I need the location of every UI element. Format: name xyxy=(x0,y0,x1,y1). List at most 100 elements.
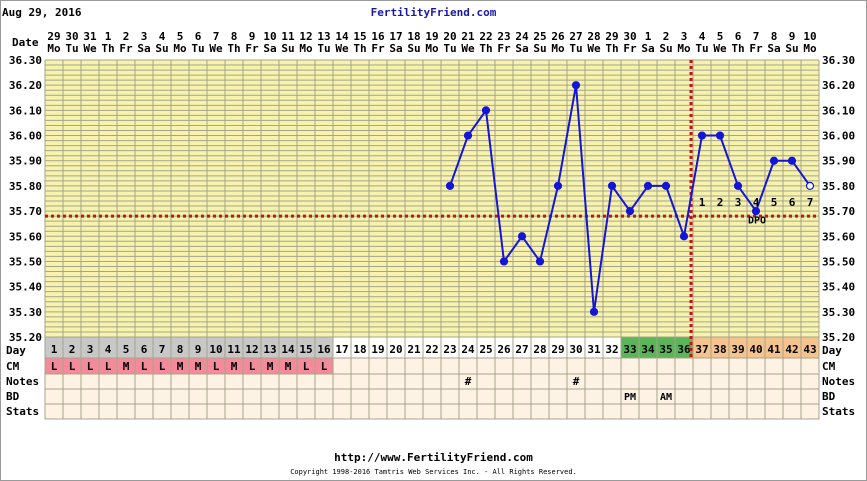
row-cell-notes xyxy=(656,373,676,390)
cycle-day-label: 11 xyxy=(227,343,241,356)
footer-url[interactable]: http://www.FertilityFriend.com xyxy=(334,451,533,464)
row-cell-notes xyxy=(98,373,118,390)
date-tick-label: 17 xyxy=(389,30,402,43)
cm-label: M xyxy=(123,360,130,373)
weekday-tick-label: Tu xyxy=(443,42,456,55)
row-cell-notes xyxy=(620,373,640,390)
row-cell-bd xyxy=(458,388,478,405)
date-tick-label: 9 xyxy=(249,30,256,43)
cycle-day-label: 33 xyxy=(623,343,636,356)
row-cell-notes xyxy=(602,373,622,390)
cycle-day-label: 14 xyxy=(281,343,295,356)
row-cell-notes xyxy=(116,373,136,390)
cycle-day-label: 24 xyxy=(461,343,475,356)
row-cell-bd xyxy=(350,388,370,405)
time-note-label: PM xyxy=(624,392,636,403)
row-cell-stats xyxy=(44,403,64,420)
date-tick-label: 19 xyxy=(425,30,438,43)
cycle-day-label: 34 xyxy=(641,343,655,356)
dpo-label: DPO xyxy=(748,216,766,227)
row-cell-cm xyxy=(368,357,388,375)
weekday-tick-label: Mo xyxy=(425,42,439,55)
temperature-point xyxy=(787,156,797,165)
row-cell-notes xyxy=(674,373,694,390)
row-cell-bd xyxy=(440,388,460,405)
date-tick-label: 4 xyxy=(699,30,706,43)
date-tick-label: 4 xyxy=(159,30,166,43)
row-cell-bd xyxy=(584,388,604,405)
row-cell-stats xyxy=(476,403,496,420)
temperature-line-segment xyxy=(557,85,577,187)
row-cell-cm xyxy=(710,357,730,375)
temperature-line-segment xyxy=(791,160,811,187)
row-cell-notes xyxy=(242,373,262,390)
row-cell-bd xyxy=(368,388,388,405)
row-cell-bd xyxy=(422,388,442,405)
row-cell-cm xyxy=(332,357,352,375)
row-cell-notes xyxy=(80,373,100,390)
row-cell-notes xyxy=(800,373,820,390)
row-cell-bd xyxy=(692,388,712,405)
row-cell-notes xyxy=(62,373,82,390)
cycle-day-label: 23 xyxy=(443,343,456,356)
date-tick-label: 8 xyxy=(231,30,238,43)
row-cell-stats xyxy=(332,403,352,420)
y-tick-label-right: 35.80 xyxy=(822,180,855,193)
row-cell-bd xyxy=(134,388,154,405)
weekday-tick-label: Su xyxy=(407,42,420,55)
temperature-point xyxy=(751,206,761,216)
site-name[interactable]: FertilityFriend.com xyxy=(370,6,497,19)
date-tick-label: 2 xyxy=(663,30,670,43)
row-cell-notes xyxy=(314,373,334,390)
temperature-line-segment xyxy=(683,135,703,237)
row-cell-cm xyxy=(692,357,712,375)
row-label-date: Date xyxy=(12,36,39,49)
cm-label: L xyxy=(87,360,94,373)
y-tick-label-left: 35.70 xyxy=(9,205,42,218)
note-marker: # xyxy=(465,375,472,388)
date-tick-label: 6 xyxy=(195,30,202,43)
weekday-tick-label: Mo xyxy=(47,42,61,55)
row-cell-stats xyxy=(782,403,802,420)
y-tick-label-right: 35.30 xyxy=(822,306,855,319)
row-label-cm-left: CM xyxy=(6,360,20,373)
row-cell-stats xyxy=(278,403,298,420)
cycle-day-label: 26 xyxy=(497,343,511,356)
weekday-tick-label: Mo xyxy=(803,42,817,55)
y-tick-label-right: 35.90 xyxy=(822,155,855,168)
dpo-number: 6 xyxy=(789,196,796,209)
weekday-tick-label: Mo xyxy=(551,42,565,55)
row-cell-bd xyxy=(638,388,658,405)
chart-date: Aug 29, 2016 xyxy=(2,6,82,19)
row-cell-bd xyxy=(314,388,334,405)
temperature-line-segment xyxy=(611,185,631,212)
y-tick-label-left: 36.20 xyxy=(9,79,42,92)
row-cell-stats xyxy=(656,403,676,420)
cycle-day-label: 30 xyxy=(569,343,582,356)
cm-label: L xyxy=(249,360,256,373)
temperature-point xyxy=(733,181,743,191)
row-cell-notes xyxy=(494,373,514,390)
cm-label: M xyxy=(195,360,202,373)
row-label-cm-right: CM xyxy=(822,360,836,373)
cycle-day-label: 41 xyxy=(767,343,781,356)
row-cell-notes xyxy=(170,373,190,390)
weekday-tick-label: Tu xyxy=(695,42,708,55)
weekday-tick-label: Sa xyxy=(515,42,528,55)
weekday-tick-label: Th xyxy=(101,42,114,55)
row-cell-stats xyxy=(422,403,442,420)
temperature-point xyxy=(481,106,491,115)
temperature-point xyxy=(589,307,599,316)
cycle-day-label: 17 xyxy=(335,343,348,356)
date-tick-label: 26 xyxy=(551,30,565,43)
date-tick-label: 3 xyxy=(681,30,688,43)
row-cell-cm xyxy=(350,357,370,375)
temperature-point xyxy=(445,181,455,191)
date-tick-label: 29 xyxy=(47,30,60,43)
weekday-tick-label: Mo xyxy=(677,42,691,55)
row-cell-notes xyxy=(44,373,64,390)
weekday-tick-label: Tu xyxy=(569,42,582,55)
row-cell-stats xyxy=(170,403,190,420)
weekday-tick-label: We xyxy=(461,42,475,55)
row-cell-bd xyxy=(188,388,208,405)
